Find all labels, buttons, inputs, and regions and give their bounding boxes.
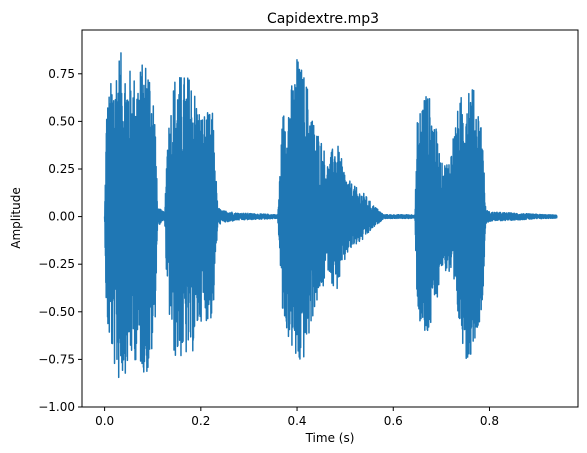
y-tick-label: 0.50 <box>48 114 75 128</box>
y-tick-label: −0.50 <box>38 305 75 319</box>
x-axis-label: Time (s) <box>305 431 355 445</box>
y-tick-label: 0.00 <box>48 210 75 224</box>
y-axis-label: Amplitude <box>9 187 23 249</box>
x-tick-label: 0.0 <box>95 414 114 428</box>
x-tick-label: 0.6 <box>384 414 403 428</box>
y-tick-label: 0.75 <box>48 67 75 81</box>
y-tick-label: −0.25 <box>38 257 75 271</box>
y-axis-ticks: −1.00 −0.75 −0.50 −0.25 0.00 0.25 0.50 0.75 <box>38 67 82 414</box>
x-axis-ticks: 0.0 0.2 0.4 0.6 0.8 <box>95 407 499 428</box>
chart-title: Capidextre.mp3 <box>267 11 379 27</box>
x-tick-label: 0.8 <box>480 414 499 428</box>
x-tick-label: 0.4 <box>287 414 306 428</box>
y-tick-label: −1.00 <box>38 400 75 414</box>
axes-frame <box>81 29 579 408</box>
y-tick-label: −0.75 <box>38 352 75 366</box>
waveform-series <box>103 52 558 379</box>
y-tick-label: 0.25 <box>48 162 75 176</box>
x-tick-label: 0.2 <box>191 414 210 428</box>
plot-area <box>103 52 558 379</box>
